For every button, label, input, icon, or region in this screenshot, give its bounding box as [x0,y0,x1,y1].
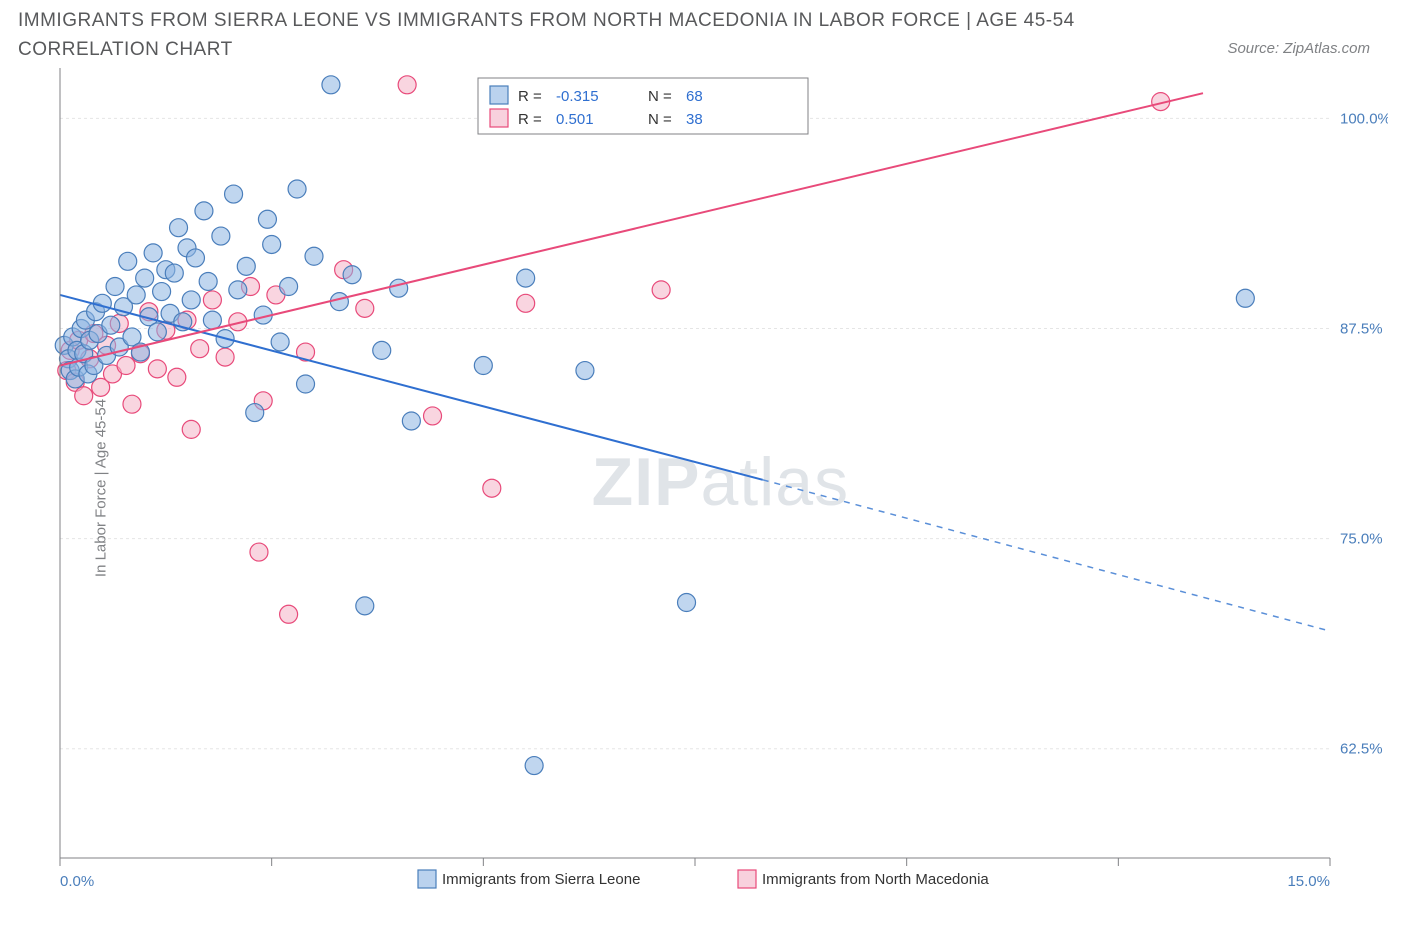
data-point [246,404,264,422]
data-point [123,395,141,413]
x-tick-label: 15.0% [1287,873,1330,890]
data-point [168,368,186,386]
legend-bottom-swatch-blue [418,870,436,888]
data-point [258,210,276,228]
data-point [398,76,416,94]
legend-r-value: -0.315 [556,88,599,105]
data-point [297,375,315,393]
legend-swatch-blue [490,86,508,104]
data-point [288,180,306,198]
data-point [203,291,221,309]
plot-area: In Labor Force | Age 45-54 62.5% 75.0% 87.… [18,68,1388,908]
data-point [191,340,209,358]
data-point [271,333,289,351]
y-tick-label: 87.5% [1340,321,1383,338]
y-tick-label: 62.5% [1340,741,1383,758]
data-point [373,341,391,359]
data-point [119,252,137,270]
data-point [263,235,281,253]
data-point [195,202,213,220]
legend-r-label: R = [518,88,542,105]
legend-bottom-swatch-pink [738,870,756,888]
data-point [165,264,183,282]
data-point [102,316,120,334]
data-point [424,407,442,425]
data-point [182,420,200,438]
watermark: ZIPatlas [592,444,849,520]
y-axis-label: In Labor Force | Age 45-54 [93,399,110,577]
data-point [330,293,348,311]
legend-r-value: 0.501 [556,111,594,128]
data-point [136,269,154,287]
data-point [576,362,594,380]
data-point [237,257,255,275]
data-point [356,299,374,317]
data-point [356,597,374,615]
data-point [517,294,535,312]
legend-n-value: 38 [686,111,703,128]
data-point [148,360,166,378]
chart-title: IMMIGRANTS FROM SIERRA LEONE VS IMMIGRAN… [18,6,1128,65]
data-point [322,76,340,94]
data-point [153,283,171,301]
data-point [170,219,188,237]
data-point [250,543,268,561]
data-point [517,269,535,287]
legend-swatch-pink [490,109,508,127]
data-point [106,278,124,296]
data-point [148,323,166,341]
y-tick-label: 75.0% [1340,531,1383,548]
data-point [474,357,492,375]
legend-r-label: R = [518,111,542,128]
legend-bottom-label: Immigrants from North Macedonia [762,871,989,888]
legend-bottom-label: Immigrants from Sierra Leone [442,871,640,888]
data-point [216,348,234,366]
legend-n-label: N = [648,111,672,128]
trend-line-blue [60,295,763,480]
data-point [1236,289,1254,307]
data-point [652,281,670,299]
data-point [75,387,93,405]
data-point [678,594,696,612]
legend-n-label: N = [648,88,672,105]
data-point [127,286,145,304]
trend-line-blue-ext [763,480,1330,631]
data-point [343,266,361,284]
data-point [212,227,230,245]
data-point [144,244,162,262]
data-point [280,278,298,296]
data-point [203,311,221,329]
data-point [186,249,204,267]
scatter-chart: 62.5% 75.0% 87.5% 100.0% ZIPatlas 0.0% 15.0% R … [18,68,1388,908]
data-point [390,279,408,297]
data-point [229,281,247,299]
data-point [182,291,200,309]
y-tick-label: 100.0% [1340,110,1388,127]
data-point [117,357,135,375]
data-point [199,272,217,290]
data-point [305,247,323,265]
data-point [402,412,420,430]
data-point [93,294,111,312]
data-point [225,185,243,203]
x-tick-label: 0.0% [60,873,94,890]
source-label: Source: ZipAtlas.com [1227,40,1370,57]
data-point [483,479,501,497]
legend-n-value: 68 [686,88,703,105]
data-point [525,757,543,775]
data-point [280,605,298,623]
